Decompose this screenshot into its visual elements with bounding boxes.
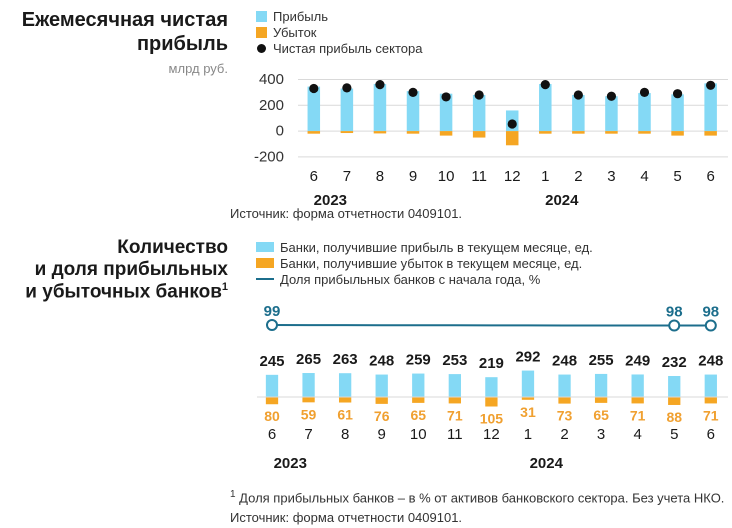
svg-text:31: 31	[520, 404, 536, 420]
svg-text:1: 1	[541, 168, 549, 185]
svg-text:248: 248	[698, 353, 723, 370]
svg-text:6: 6	[707, 426, 715, 443]
svg-text:5: 5	[673, 168, 681, 185]
svg-text:65: 65	[593, 407, 609, 423]
svg-text:248: 248	[369, 353, 394, 370]
svg-text:61: 61	[337, 407, 353, 423]
svg-text:8: 8	[341, 426, 349, 443]
svg-text:105: 105	[480, 411, 504, 427]
svg-text:98: 98	[702, 304, 719, 321]
svg-text:12: 12	[483, 426, 500, 443]
svg-text:98: 98	[666, 304, 683, 321]
svg-text:11: 11	[471, 168, 487, 185]
svg-text:200: 200	[259, 97, 284, 114]
svg-text:2: 2	[560, 426, 568, 443]
svg-text:219: 219	[479, 355, 504, 372]
svg-text:10: 10	[410, 426, 427, 443]
svg-text:71: 71	[447, 407, 463, 423]
svg-text:73: 73	[557, 408, 573, 424]
svg-text:76: 76	[374, 408, 390, 424]
svg-text:80: 80	[264, 408, 280, 424]
svg-text:3: 3	[597, 426, 605, 443]
svg-text:10: 10	[438, 168, 455, 185]
svg-text:2024: 2024	[530, 455, 564, 472]
svg-text:400: 400	[259, 71, 284, 88]
svg-text:249: 249	[625, 352, 650, 369]
svg-text:259: 259	[406, 352, 431, 369]
svg-text:88: 88	[666, 409, 682, 425]
svg-text:65: 65	[410, 407, 426, 423]
svg-text:5: 5	[670, 426, 678, 443]
svg-text:2023: 2023	[274, 455, 307, 472]
svg-text:-200: -200	[254, 148, 284, 165]
svg-text:245: 245	[259, 353, 284, 370]
svg-text:263: 263	[333, 351, 358, 368]
svg-text:99: 99	[264, 303, 281, 320]
svg-text:8: 8	[376, 168, 384, 185]
svg-text:9: 9	[378, 426, 386, 443]
svg-text:7: 7	[304, 426, 312, 443]
svg-text:3: 3	[607, 168, 615, 185]
svg-text:6: 6	[706, 168, 714, 185]
svg-text:7: 7	[343, 168, 351, 185]
svg-text:6: 6	[268, 426, 276, 443]
svg-text:1: 1	[524, 426, 532, 443]
svg-text:59: 59	[301, 406, 317, 422]
svg-text:2024: 2024	[545, 192, 579, 209]
svg-text:9: 9	[409, 168, 417, 185]
svg-text:255: 255	[589, 352, 614, 369]
svg-text:248: 248	[552, 353, 577, 370]
svg-text:71: 71	[630, 407, 646, 423]
svg-text:4: 4	[640, 168, 648, 185]
svg-text:6: 6	[310, 168, 318, 185]
svg-text:2: 2	[574, 168, 582, 185]
svg-text:253: 253	[442, 352, 467, 369]
svg-text:265: 265	[296, 351, 321, 368]
svg-text:292: 292	[515, 349, 540, 366]
svg-text:0: 0	[276, 123, 284, 140]
svg-text:12: 12	[504, 168, 521, 185]
svg-text:4: 4	[633, 426, 641, 443]
svg-text:232: 232	[662, 354, 687, 371]
svg-text:11: 11	[447, 426, 463, 443]
svg-text:71: 71	[703, 407, 719, 423]
